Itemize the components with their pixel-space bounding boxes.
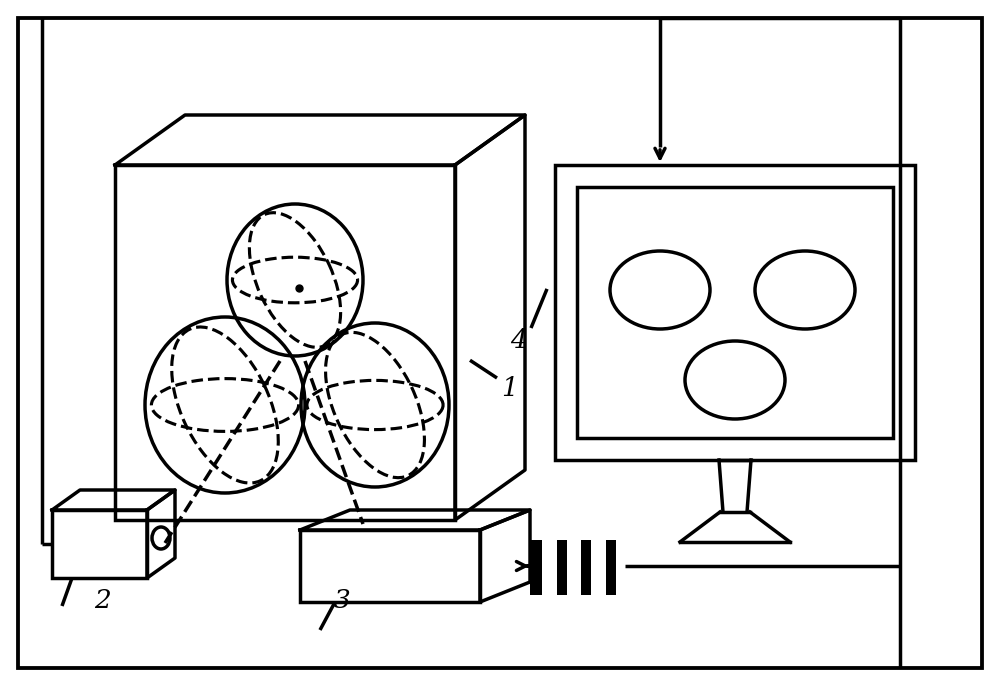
Bar <box>555 165 915 460</box>
Text: 3: 3 <box>334 588 350 612</box>
Text: 4: 4 <box>510 327 526 352</box>
Bar <box>581 540 591 595</box>
Bar <box>557 540 567 595</box>
Bar <box>115 165 455 520</box>
Bar <box>577 187 893 438</box>
Text: 2: 2 <box>94 588 110 612</box>
Text: 1: 1 <box>502 376 518 400</box>
Bar <box>530 540 542 595</box>
Bar <box>300 530 480 602</box>
Bar <box>606 540 616 595</box>
Bar <box>52 510 147 578</box>
